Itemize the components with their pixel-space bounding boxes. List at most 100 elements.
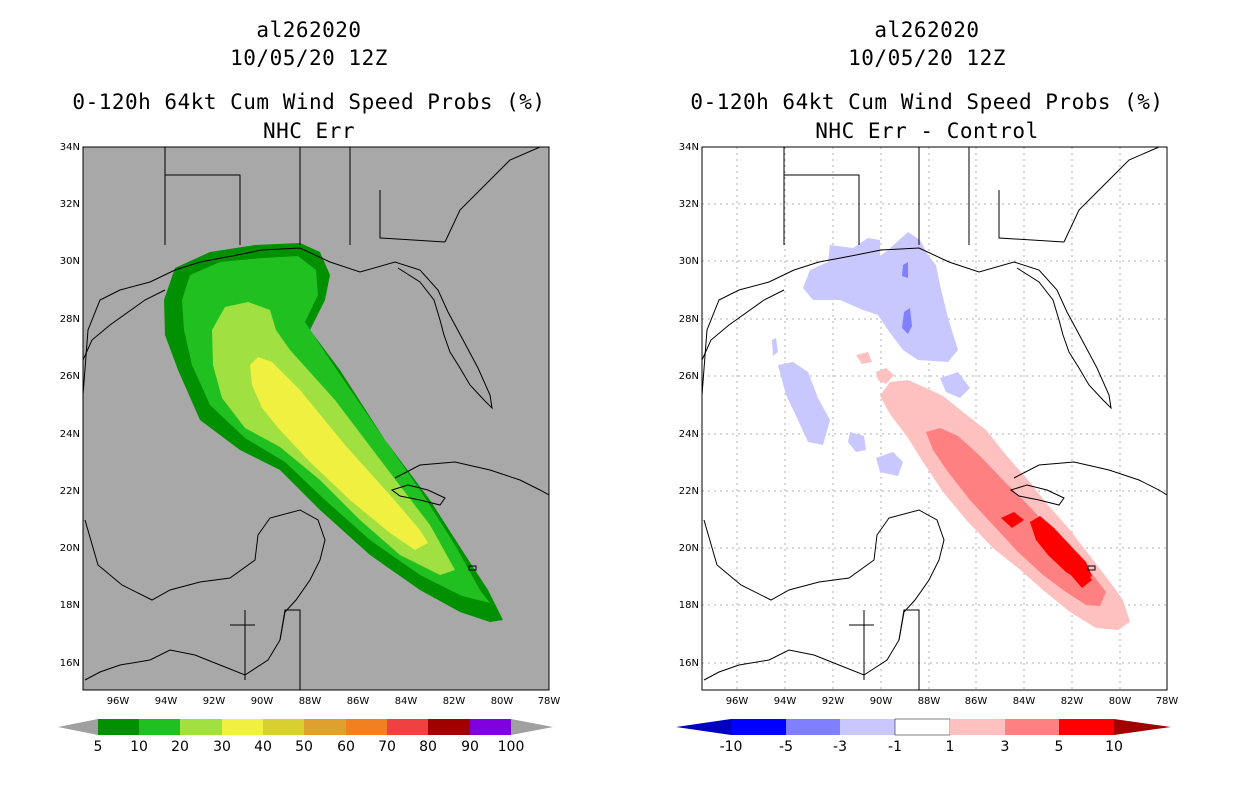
lon-label: 90W <box>870 696 893 707</box>
colorbar-swatch-60 <box>346 719 387 735</box>
left-coastlines <box>83 147 549 690</box>
colorbar-label: 80 <box>419 739 437 755</box>
diff-pos5-region <box>1070 568 1092 588</box>
colorbar-right-arrow <box>1114 719 1171 735</box>
colorbar-swatch-40 <box>263 719 304 735</box>
diff-neg1-region <box>848 432 866 452</box>
left-lon-labels: 96W 94W 92W 90W 88W 86W 84W 82W 80W 78W <box>107 696 561 707</box>
colorbar-swatch-pos5 <box>1059 719 1114 735</box>
colorbar-label: 40 <box>254 739 272 755</box>
diff-pos1-region <box>876 368 894 384</box>
colorbar-swatch-neg1 <box>840 719 895 735</box>
lat-label: 34N <box>679 142 699 153</box>
lat-label: 22N <box>60 486 80 497</box>
lat-label: 34N <box>60 142 80 153</box>
lat-label: 26N <box>679 371 699 382</box>
diff-neg1-region <box>772 338 778 356</box>
left-map-frame <box>82 146 550 691</box>
colorbar-label: 90 <box>461 739 479 755</box>
colorbar-label: 10 <box>130 739 148 755</box>
lon-label: 78W <box>1156 696 1179 707</box>
left-panel: al262020 10/05/20 12Z 0-120h 64kt Cum Wi… <box>58 18 561 755</box>
colorbar-swatch-50 <box>304 719 346 735</box>
lon-label: 78W <box>538 696 561 707</box>
lat-label: 24N <box>679 429 699 440</box>
lat-label: 20N <box>679 543 699 554</box>
lon-label: 88W <box>918 696 941 707</box>
diff-pos1-region <box>856 352 872 364</box>
lon-label: 96W <box>726 696 749 707</box>
colorbar-swatch-90 <box>470 719 511 735</box>
lat-label: 22N <box>679 486 699 497</box>
colorbar-label: 100 <box>498 739 525 755</box>
colorbar-right-arrow <box>511 719 553 735</box>
right-lon-labels: 96W 94W 92W 90W 88W 86W 84W 82W 80W 78W <box>726 696 1179 707</box>
right-subtitle: NHC Err - Control <box>815 119 1039 143</box>
right-storm-id: al262020 <box>874 18 980 42</box>
colorbar-label: -1 <box>888 739 902 755</box>
lon-label: 82W <box>1061 696 1084 707</box>
lat-label: 32N <box>679 199 699 210</box>
diff-neg1-region <box>940 372 970 398</box>
right-map-frame <box>701 146 1168 691</box>
colorbar-swatch-zero <box>894 718 951 736</box>
lon-label: 94W <box>774 696 797 707</box>
right-map-svg: 34N 32N 30N 28N 26N 24N 22N 20N 18N 16N … <box>676 142 1179 755</box>
lon-label: 92W <box>822 696 845 707</box>
colorbar-swatch-neg5 <box>731 719 786 735</box>
lat-label: 30N <box>679 256 699 267</box>
left-title: 0-120h 64kt Cum Wind Speed Probs (%) <box>72 90 546 114</box>
lon-label: 96W <box>107 696 130 707</box>
lon-label: 92W <box>203 696 226 707</box>
colorbar-swatch-5 <box>98 719 139 735</box>
diff-pos5-region <box>1030 516 1092 582</box>
lat-label: 16N <box>60 658 80 669</box>
left-colorbar: 5 10 20 30 40 50 60 70 80 90 100 <box>58 719 553 755</box>
diff-neg3-region <box>902 308 912 334</box>
colorbar-label: -5 <box>779 739 793 755</box>
lon-label: 88W <box>299 696 322 707</box>
lat-label: 30N <box>60 256 80 267</box>
colorbar-label: -3 <box>833 739 847 755</box>
lon-label: 94W <box>155 696 178 707</box>
diff-pos5-region <box>1001 512 1024 528</box>
colorbar-label: 5 <box>1055 739 1064 755</box>
colorbar-swatch-80 <box>428 719 470 735</box>
left-storm-id: al262020 <box>256 18 362 42</box>
colorbar-swatch-30 <box>222 719 263 735</box>
right-coastlines <box>702 147 1167 690</box>
diff-neg1-region <box>778 362 830 445</box>
right-lat-labels: 34N 32N 30N 28N 26N 24N 22N 20N 18N 16N <box>679 142 699 669</box>
left-subtitle: NHC Err <box>262 119 355 143</box>
colorbar-left-arrow <box>58 719 98 735</box>
right-difference-field <box>772 232 1130 630</box>
diff-neg1-region <box>803 232 958 362</box>
left-datetime: 10/05/20 12Z <box>230 46 388 70</box>
colorbar-label: 50 <box>295 739 313 755</box>
diff-neg3-region <box>902 262 908 278</box>
colorbar-swatch-70 <box>387 719 428 735</box>
lon-label: 82W <box>443 696 466 707</box>
right-panel: al262020 10/05/20 12Z 0-120h 64kt Cum Wi… <box>618 0 1236 800</box>
lon-label: 80W <box>1109 696 1132 707</box>
left-probability-field <box>164 243 503 622</box>
right-title: 0-120h 64kt Cum Wind Speed Probs (%) <box>690 90 1164 114</box>
left-lat-labels: 34N 32N 30N 28N 26N 24N 22N 20N 18N 16N <box>60 142 80 669</box>
colorbar-label: 30 <box>213 739 231 755</box>
colorbar-label: 60 <box>337 739 355 755</box>
lat-label: 20N <box>60 543 80 554</box>
lat-label: 18N <box>679 600 699 611</box>
colorbar-swatch-10 <box>139 719 180 735</box>
lon-label: 84W <box>395 696 418 707</box>
lat-label: 32N <box>60 199 80 210</box>
lat-label: 28N <box>679 314 699 325</box>
lon-label: 86W <box>347 696 370 707</box>
diff-neg1-region <box>876 452 903 476</box>
lon-label: 86W <box>965 696 988 707</box>
lat-label: 28N <box>60 314 80 325</box>
colorbar-left-arrow <box>676 719 731 735</box>
right-colorbar: -10 -5 -3 -1 1 3 5 10 <box>676 718 1171 755</box>
prob-30-region <box>250 357 428 550</box>
lon-label: 84W <box>1013 696 1036 707</box>
colorbar-swatch-neg3 <box>786 719 840 735</box>
